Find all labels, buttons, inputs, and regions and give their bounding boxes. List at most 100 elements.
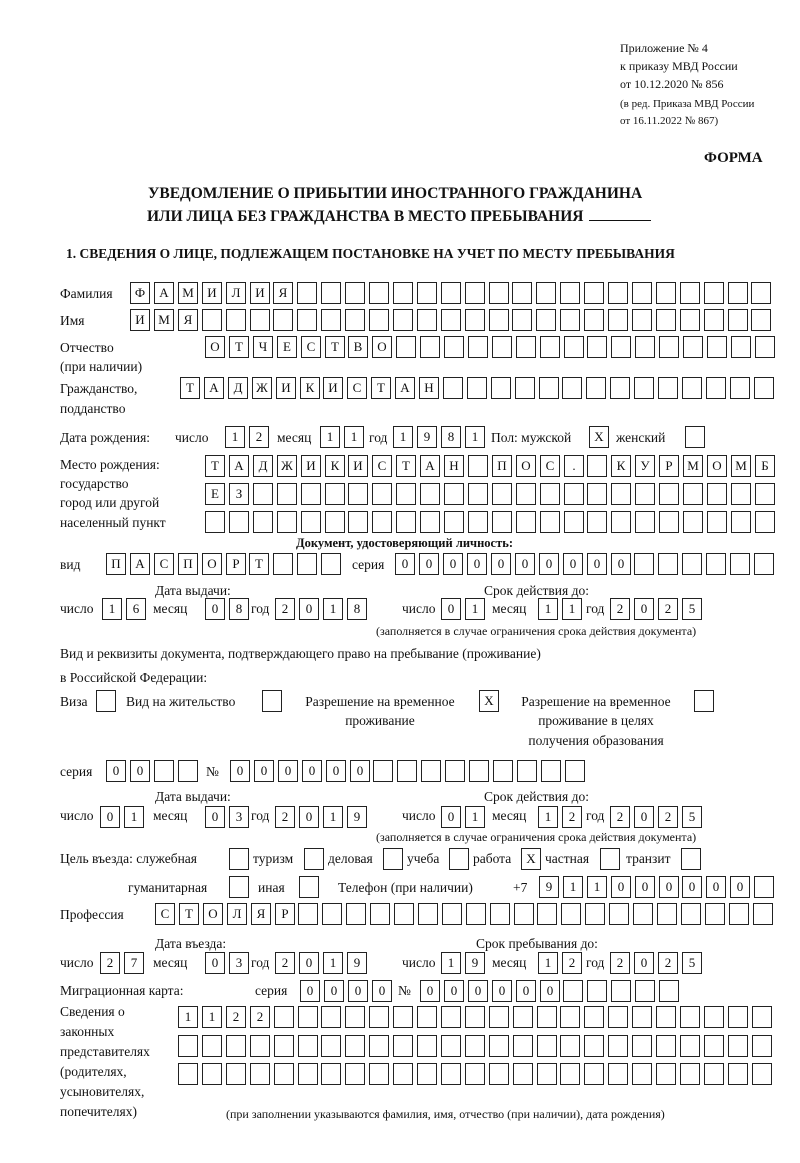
char-cell-profession[interactable] (753, 903, 773, 925)
char-cell-patronymic[interactable] (564, 336, 584, 358)
char-cell-name[interactable] (393, 309, 413, 331)
char-cell-guardians-2[interactable] (489, 1035, 509, 1057)
char-cell-birth-place-1[interactable]: П (492, 455, 512, 477)
char-cell-id-issue-month[interactable]: 8 (229, 598, 249, 620)
char-cell-guardians-2[interactable] (752, 1035, 772, 1057)
char-cell-id-issue-month[interactable]: 0 (205, 598, 225, 620)
char-cell-guardians-1[interactable] (584, 1006, 604, 1028)
char-cell-citizenship[interactable]: Д (228, 377, 248, 399)
char-cell-mig-number[interactable]: 0 (492, 980, 512, 1002)
checkbox-sex-male[interactable]: X (589, 426, 609, 448)
char-cell-birth-place-3[interactable] (683, 511, 703, 533)
char-cell-guardians-3[interactable] (393, 1063, 413, 1085)
char-cell-guardians-3[interactable] (250, 1063, 270, 1085)
checkbox-purpose-humanitarian[interactable] (229, 876, 249, 898)
char-cell-entry-year[interactable]: 0 (299, 952, 319, 974)
char-cell-stay-issue-year[interactable]: 1 (323, 806, 343, 828)
checkbox-purpose-other[interactable] (299, 876, 319, 898)
char-cell-citizenship[interactable]: Т (180, 377, 200, 399)
char-cell-birth-place-2[interactable]: З (229, 483, 249, 505)
char-cell-mig-number[interactable] (635, 980, 655, 1002)
char-cell-name[interactable] (656, 309, 676, 331)
char-cell-birth-place-1[interactable]: К (611, 455, 631, 477)
char-cell-guardians-2[interactable] (393, 1035, 413, 1057)
char-cell-birth-place-1[interactable]: О (707, 455, 727, 477)
char-cell-birth-place-1[interactable]: Н (444, 455, 464, 477)
char-cell-name[interactable] (202, 309, 222, 331)
checkbox-purpose-official[interactable] (229, 848, 249, 870)
char-cell-guardians-2[interactable] (417, 1035, 437, 1057)
char-cell-birth-place-1[interactable] (587, 455, 607, 477)
char-cell-birth-place-3[interactable] (301, 511, 321, 533)
char-cell-surname[interactable] (297, 282, 317, 304)
char-cell-birth-place-2[interactable] (396, 483, 416, 505)
char-cell-surname[interactable] (417, 282, 437, 304)
char-cell-guardians-2[interactable] (178, 1035, 198, 1057)
char-cell-name[interactable] (608, 309, 628, 331)
char-cell-id-issue-year[interactable]: 1 (323, 598, 343, 620)
char-cell-patronymic[interactable]: О (205, 336, 225, 358)
char-cell-stay-issue-year[interactable]: 0 (299, 806, 319, 828)
char-cell-surname[interactable] (656, 282, 676, 304)
char-cell-citizenship[interactable]: Ж (252, 377, 272, 399)
char-cell-mig-number[interactable] (587, 980, 607, 1002)
char-cell-birth-place-3[interactable] (564, 511, 584, 533)
char-cell-stay-number[interactable]: 0 (254, 760, 274, 782)
char-cell-phone[interactable]: 0 (611, 876, 631, 898)
char-cell-profession[interactable]: О (203, 903, 223, 925)
char-cell-id-kind[interactable]: П (106, 553, 126, 575)
char-cell-name[interactable] (680, 309, 700, 331)
char-cell-birth-place-1[interactable] (468, 455, 488, 477)
char-cell-name[interactable] (321, 309, 341, 331)
char-cell-guardians-1[interactable]: 2 (226, 1006, 246, 1028)
char-cell-id-valid-month[interactable]: 1 (538, 598, 558, 620)
char-cell-stay-until-day[interactable]: 1 (441, 952, 461, 974)
char-cell-citizenship[interactable] (443, 377, 463, 399)
char-cell-guardians-1[interactable] (537, 1006, 557, 1028)
char-cell-id-number[interactable]: 0 (515, 553, 535, 575)
char-cell-guardians-3[interactable] (560, 1063, 580, 1085)
char-cell-mig-series[interactable]: 0 (348, 980, 368, 1002)
char-cell-guardians-2[interactable] (345, 1035, 365, 1057)
char-cell-patronymic[interactable] (659, 336, 679, 358)
char-cell-stay-number[interactable] (397, 760, 417, 782)
char-cell-birth-place-3[interactable] (492, 511, 512, 533)
char-cell-id-number[interactable] (658, 553, 678, 575)
char-cell-guardians-1[interactable] (680, 1006, 700, 1028)
char-cell-surname[interactable] (536, 282, 556, 304)
char-cell-birth-place-1[interactable]: К (325, 455, 345, 477)
char-cell-id-number[interactable] (706, 553, 726, 575)
char-cell-guardians-3[interactable] (417, 1063, 437, 1085)
checkbox-purpose-private[interactable] (600, 848, 620, 870)
char-cell-phone[interactable] (754, 876, 774, 898)
char-cell-phone[interactable]: 0 (730, 876, 750, 898)
char-cell-citizenship[interactable]: Т (371, 377, 391, 399)
char-cell-guardians-1[interactable] (656, 1006, 676, 1028)
char-cell-name[interactable] (226, 309, 246, 331)
char-cell-birth-place-2[interactable] (683, 483, 703, 505)
char-cell-id-issue-day[interactable]: 1 (102, 598, 122, 620)
char-cell-guardians-1[interactable] (369, 1006, 389, 1028)
char-cell-guardians-3[interactable] (178, 1063, 198, 1085)
char-cell-guardians-1[interactable]: 1 (202, 1006, 222, 1028)
char-cell-patronymic[interactable]: Е (277, 336, 297, 358)
char-cell-stay-series[interactable]: 0 (130, 760, 150, 782)
char-cell-birth-place-3[interactable] (611, 511, 631, 533)
char-cell-birth-place-2[interactable] (611, 483, 631, 505)
char-cell-guardians-3[interactable] (226, 1063, 246, 1085)
char-cell-stay-number[interactable]: 0 (230, 760, 250, 782)
char-cell-patronymic[interactable] (611, 336, 631, 358)
char-cell-guardians-1[interactable] (417, 1006, 437, 1028)
char-cell-profession[interactable] (657, 903, 677, 925)
char-cell-birth-place-2[interactable] (348, 483, 368, 505)
char-cell-guardians-2[interactable] (321, 1035, 341, 1057)
char-cell-guardians-1[interactable] (704, 1006, 724, 1028)
char-cell-birth-place-3[interactable] (755, 511, 775, 533)
char-cell-guardians-3[interactable] (704, 1063, 724, 1085)
char-cell-mig-number[interactable]: 0 (444, 980, 464, 1002)
char-cell-guardians-3[interactable] (298, 1063, 318, 1085)
char-cell-guardians-2[interactable] (632, 1035, 652, 1057)
char-cell-guardians-2[interactable] (250, 1035, 270, 1057)
char-cell-birth-month[interactable]: 1 (320, 426, 340, 448)
char-cell-birth-place-3[interactable] (420, 511, 440, 533)
